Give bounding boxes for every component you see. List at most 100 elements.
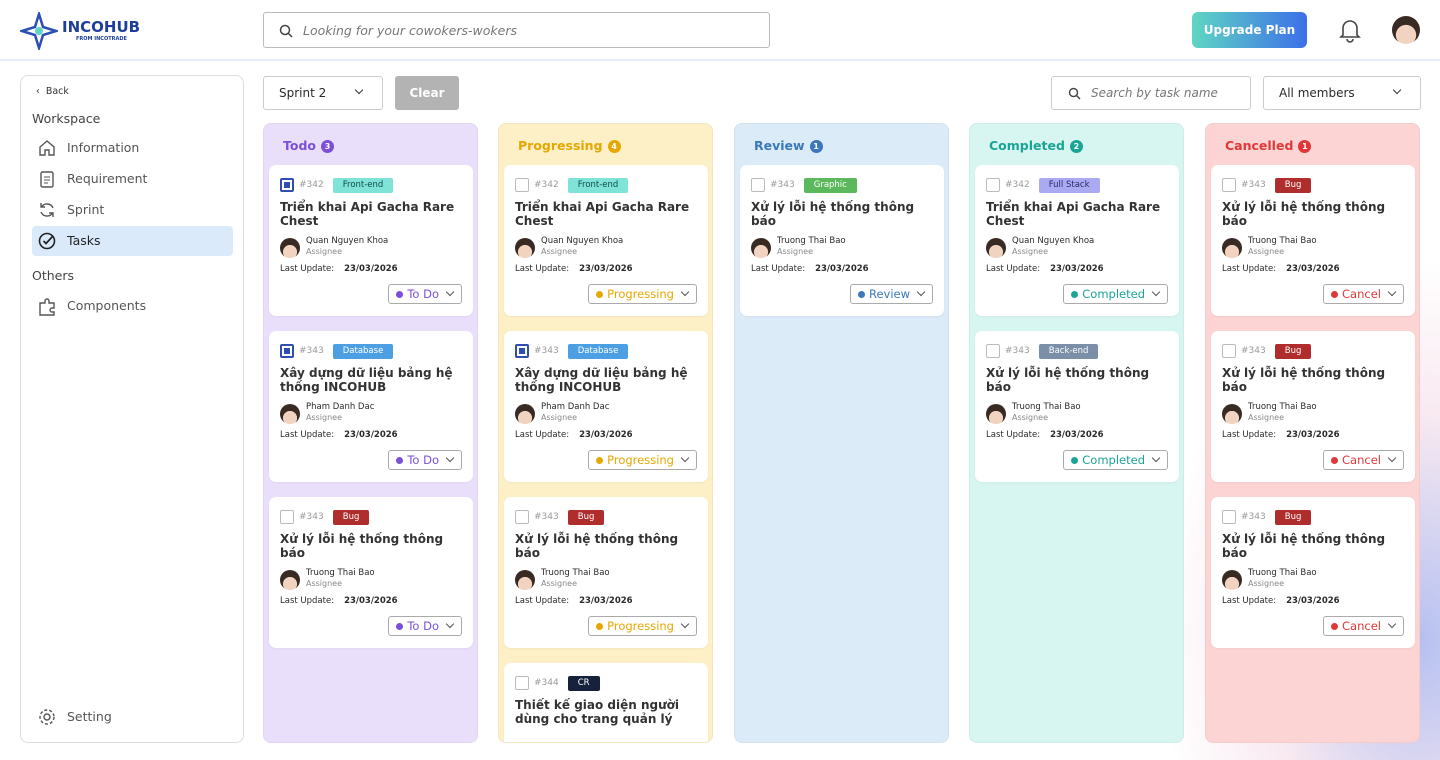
sprint-select[interactable]: Sprint 2 bbox=[263, 76, 383, 110]
section-title: Others bbox=[32, 268, 75, 283]
checkbox[interactable] bbox=[280, 510, 294, 524]
checkbox[interactable] bbox=[986, 344, 1000, 358]
status-select[interactable]: Cancel bbox=[1323, 450, 1404, 470]
task-tag: Database bbox=[567, 343, 629, 359]
checkbox[interactable] bbox=[1222, 178, 1236, 192]
task-card[interactable]: #342 Full Stack Triển khai Api Gacha Rare … bbox=[975, 165, 1179, 316]
assignee-role: Assignee bbox=[777, 247, 814, 256]
checkbox[interactable] bbox=[280, 178, 294, 192]
user-avatar[interactable] bbox=[1392, 16, 1420, 44]
column-count: 1 bbox=[1298, 140, 1312, 153]
checkbox[interactable] bbox=[515, 178, 529, 192]
avatar bbox=[280, 238, 300, 258]
nav-item[interactable]: Sprint bbox=[32, 195, 233, 225]
nav-label: Components bbox=[67, 298, 147, 313]
assignee: Truong Thai Bao Assignee bbox=[986, 402, 1168, 426]
last-update: Last Update: 23/03/2026 bbox=[1222, 430, 1404, 440]
task-tag: CR bbox=[567, 675, 600, 691]
avatar bbox=[280, 570, 300, 590]
checkbox[interactable] bbox=[515, 676, 529, 690]
header: INCOHUB FROM INCOTRADE Looking for your … bbox=[0, 0, 1440, 61]
column: Cancelled 1 #343 Bug Xử lý lỗi hệ thống thôn… bbox=[1205, 123, 1420, 743]
task-card[interactable]: #342 Front-end Triển khai Api Gacha Rare C… bbox=[269, 165, 473, 316]
task-card[interactable]: #343 Bug Xử lý lỗi hệ thống thông báo Truon… bbox=[269, 497, 473, 648]
update-date: 23/03/2026 bbox=[344, 264, 398, 274]
back-link[interactable]: ‹ Back bbox=[36, 86, 69, 97]
status-select[interactable]: Progressing bbox=[588, 616, 697, 636]
nav-item-active[interactable]: Tasks bbox=[32, 226, 233, 256]
assignee-name: Quan Nguyen Khoa bbox=[1012, 236, 1095, 246]
status-select[interactable]: Cancel bbox=[1323, 284, 1404, 304]
task-card[interactable]: #342 Front-end Triển khai Api Gacha Rare C… bbox=[504, 165, 708, 316]
task-title: Xử lý lỗi hệ thống thông báo bbox=[751, 200, 915, 228]
status-select[interactable]: Cancel bbox=[1323, 616, 1404, 636]
back-text: Back bbox=[45, 86, 69, 97]
task-title: Xử lý lỗi hệ thống thông báo bbox=[1222, 200, 1386, 228]
column-count: 3 bbox=[321, 140, 334, 153]
status-dot bbox=[596, 291, 604, 298]
column-count: 1 bbox=[809, 140, 823, 153]
assignee: Quan Nguyen Khoa Assignee bbox=[280, 236, 462, 260]
assignee: Truong Thai Bao Assignee bbox=[515, 568, 697, 592]
status-select[interactable]: Progressing bbox=[588, 284, 697, 304]
logo[interactable]: INCOHUB FROM INCOTRADE bbox=[17, 9, 150, 53]
status-select[interactable]: To Do bbox=[388, 450, 462, 470]
task-card[interactable]: #343 Back-end Xử lý lỗi hệ thống thông báo… bbox=[975, 331, 1179, 482]
status-select[interactable]: To Do bbox=[388, 284, 462, 304]
status-text: Completed bbox=[1082, 287, 1145, 301]
nav-item[interactable]: Requirement bbox=[32, 164, 233, 194]
chevron bbox=[354, 85, 364, 95]
search-box[interactable]: Looking for your cowokers-wokers bbox=[263, 12, 770, 48]
assignee-name: Truong Thai Bao bbox=[777, 236, 846, 246]
task-card[interactable]: #343 Bug Xử lý lỗi hệ thống thông báo Truon… bbox=[1211, 165, 1415, 316]
nav-item[interactable]: Setting bbox=[32, 702, 233, 732]
column-name: Completed bbox=[989, 138, 1065, 153]
column-header: Todo 3 bbox=[283, 138, 334, 153]
nav-item[interactable]: Components bbox=[32, 291, 233, 321]
task-card[interactable]: #343 Bug Xử lý lỗi hệ thống thông báo Truon… bbox=[1211, 331, 1415, 482]
checkbox[interactable] bbox=[986, 178, 1000, 192]
card-meta: #342 Front-end bbox=[515, 177, 697, 193]
assignee: Truong Thai Bao Assignee bbox=[1222, 402, 1404, 426]
update-date: 23/03/2026 bbox=[579, 430, 633, 440]
status-select[interactable]: Completed bbox=[1063, 450, 1168, 470]
status-select[interactable]: To Do bbox=[388, 616, 462, 636]
status-dot bbox=[396, 291, 404, 298]
checkbox[interactable] bbox=[515, 344, 529, 358]
assignee-name: Truong Thai Bao bbox=[306, 568, 375, 578]
status-text: To Do bbox=[407, 453, 439, 467]
task-search[interactable]: Search by task name bbox=[1051, 76, 1251, 110]
last-update: Last Update: 23/03/2026 bbox=[1222, 264, 1404, 274]
checkbox[interactable] bbox=[751, 178, 765, 192]
task-card[interactable]: #343 Graphic Xử lý lỗi hệ thống thông báo T… bbox=[740, 165, 944, 316]
members-select[interactable]: All members bbox=[1263, 76, 1421, 110]
nav-label: Requirement bbox=[67, 171, 148, 186]
bell-icon[interactable] bbox=[1338, 17, 1362, 43]
clear-button[interactable]: Clear bbox=[395, 76, 459, 110]
checkbox[interactable] bbox=[1222, 510, 1236, 524]
status-select[interactable]: Completed bbox=[1063, 284, 1168, 304]
status-select[interactable]: Review bbox=[849, 284, 933, 304]
update-label: Last Update: bbox=[515, 430, 570, 440]
task-tag: Front-end bbox=[332, 177, 394, 193]
checkbox[interactable] bbox=[515, 510, 529, 524]
checkbox[interactable] bbox=[280, 344, 294, 358]
task-card[interactable]: #343 Database Xây dựng dữ liệu bảng hệ thố… bbox=[504, 331, 708, 482]
assignee-role: Assignee bbox=[1248, 247, 1285, 256]
task-title: Xử lý lỗi hệ thống thông báo bbox=[1222, 366, 1386, 394]
status-select[interactable]: Progressing bbox=[588, 450, 697, 470]
card-meta: #343 Back-end bbox=[986, 343, 1168, 359]
task-card[interactable]: #343 Bug Xử lý lỗi hệ thống thông báo Truon… bbox=[1211, 497, 1415, 648]
upgrade-button[interactable]: Upgrade Plan bbox=[1192, 12, 1307, 48]
task-card[interactable]: #343 Bug Xử lý lỗi hệ thống thông báo Truon… bbox=[504, 497, 708, 648]
task-card[interactable]: #343 Database Xây dựng dữ liệu bảng hệ thố… bbox=[269, 331, 473, 482]
column-name: Progressing bbox=[518, 138, 603, 153]
nav-item[interactable]: Information bbox=[32, 133, 233, 163]
avatar bbox=[515, 404, 535, 424]
task-card[interactable]: #344 CR Thiết kế giao diện người dùng cho … bbox=[504, 663, 708, 742]
task-tag: Database bbox=[332, 343, 394, 359]
status-text: Progressing bbox=[607, 619, 674, 633]
status-text: To Do bbox=[407, 287, 439, 301]
icon bbox=[40, 203, 54, 217]
checkbox[interactable] bbox=[1222, 344, 1236, 358]
